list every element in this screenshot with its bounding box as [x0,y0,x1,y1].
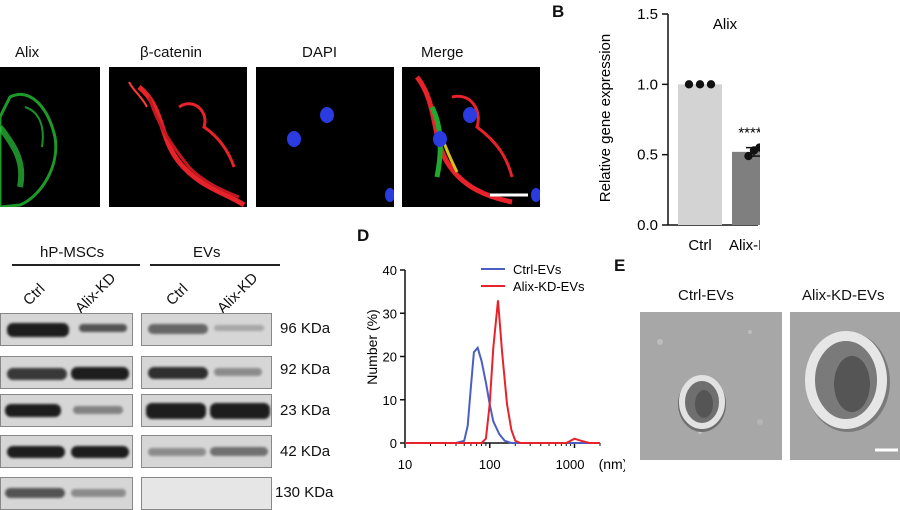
blot-hpmsc-row3 [0,394,133,427]
line-chart-y-tick-label: 30 [383,306,397,321]
line-chart-x-tick-label: 1000 [556,457,585,472]
bar-chart-title: Alix [713,16,738,33]
line-chart-x-axis-unit: (nm) [599,456,625,472]
line-chart-y-tick-label: 20 [383,350,397,365]
kda-label-1: 96 KDa [280,320,331,337]
group-underline-hp-mscs [12,264,140,266]
legend-label: Alix-KD-EVs [513,279,585,294]
channel-label-dapi: DAPI [302,44,338,61]
lane-label-ctrl-2: Ctrl [162,280,192,309]
micrograph-beta-catenin [109,67,247,207]
bar-chart-y-tick-label: 1.0 [637,76,658,93]
tem-label-alix-kd-evs: Alix-KD-EVs [802,287,885,304]
kda-label-3: 23 KDa [280,402,331,419]
group-label-evs: EVs [193,244,221,261]
blot-evs-row1 [141,313,272,346]
micrograph-alix [0,67,100,207]
legend-label: Ctrl-EVs [513,262,562,277]
group-label-hp-mscs: hP-MSCs [40,244,105,261]
line-chart-x-tick-label: 100 [479,457,501,472]
blot-evs-row4 [141,435,272,468]
panel-letter-d: D [357,226,370,245]
line-chart-y-tick-label: 40 [383,263,397,278]
data-point [706,80,716,89]
blot-hpmsc-row5 [0,477,133,510]
kda-label-2: 92 KDa [280,361,331,378]
bar-chart-y-tick-label: 0.5 [637,147,658,164]
bar-ctrl [678,84,722,225]
lane-label-alix-kd-2: Alix-KD [213,269,262,317]
bar-chart-y-tick-label: 1.5 [637,6,658,23]
micrograph-dapi [256,67,394,207]
line-chart-x-tick-label: 10 [398,457,412,472]
bar-chart-y-tick-label: 0.0 [637,217,658,234]
panel-letter-e: E [614,256,626,275]
tem-image-ctrl-evs [640,312,782,460]
group-underline-evs [150,264,280,266]
kda-label-4: 42 KDa [280,443,331,460]
blot-hpmsc-row2 [0,356,133,389]
tem-image-alix-kd-evs [790,312,900,460]
line-chart-y-tick-label: 0 [390,436,397,451]
kda-label-5: 130 KDa [275,484,334,501]
significance-stars: **** [738,125,760,142]
lane-label-alix-kd-1: Alix-KD [71,269,120,317]
bar-category-label: Ctrl [688,237,711,254]
channel-label-beta-catenin: β-catenin [140,44,202,61]
bar-category-label: Alix-KD [729,237,760,254]
blot-evs-row3 [141,394,272,427]
series-line-alix-kd-evs [405,300,600,444]
blot-evs-row5 [141,477,272,510]
lane-label-ctrl-1: Ctrl [19,280,49,309]
data-point [695,80,705,89]
bar-chart-y-axis-label: Relative gene expression [597,34,614,202]
line-chart-y-axis-label: Number (%) [364,309,380,384]
channel-label-merge: Merge [421,44,464,61]
blot-hpmsc-row1 [0,313,133,346]
data-point [684,80,694,89]
bar-alix-kd [732,151,760,225]
blot-hpmsc-row4 [0,435,133,468]
bar-chart-b: Alix Relative gene expression 0.0 0.5 1.0 1… [597,6,760,254]
tem-label-ctrl-evs: Ctrl-EVs [678,287,734,304]
panel-letter-b: B [552,2,565,21]
channel-label-alix: Alix [15,44,40,61]
blot-evs-row2 [141,356,272,389]
line-chart-y-tick-label: 10 [383,393,397,408]
micrograph-merge [402,67,540,207]
